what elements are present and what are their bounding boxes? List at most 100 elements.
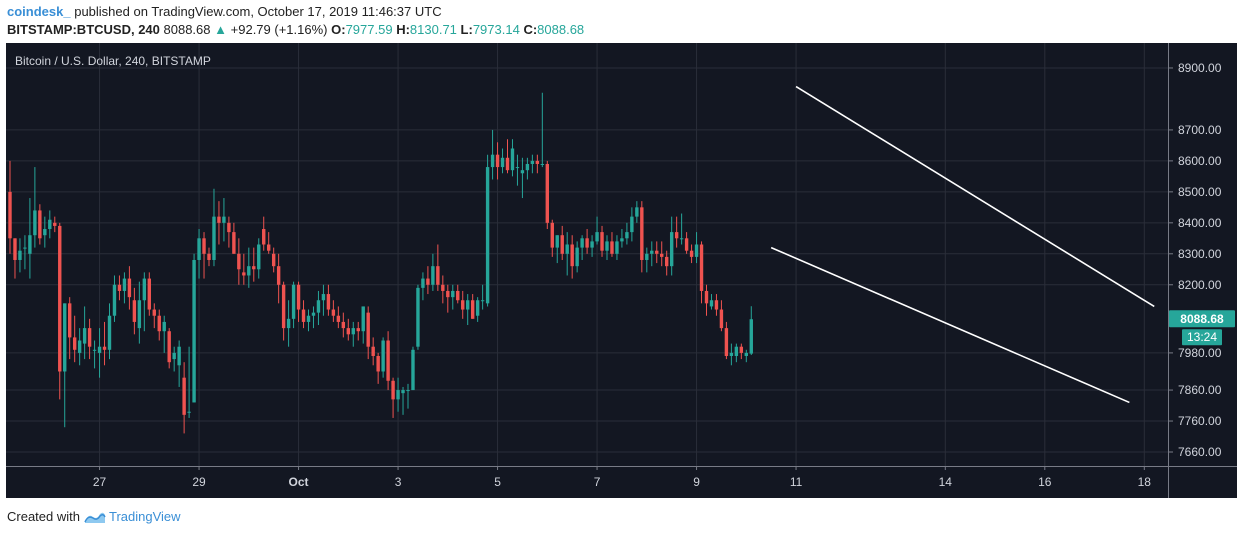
candle-body [28, 235, 32, 254]
candle-body [77, 340, 82, 353]
candle-body [525, 163, 530, 171]
candlestick-chart[interactable]: 7660.00 7760.00 7860.00 7980.00 8200.00 8300.… [6, 43, 1237, 498]
candle-body [650, 250, 654, 254]
candle-body [107, 315, 112, 350]
tradingview-link[interactable]: TradingView [108, 509, 181, 524]
candle-body [97, 346, 102, 353]
y-tick-label: 8700.00 [1178, 123, 1222, 137]
candle-body [147, 278, 151, 310]
candle-body [197, 238, 201, 260]
candle-body [346, 328, 350, 335]
time-tag-label: 13:24 [1187, 330, 1217, 344]
candle-body [13, 238, 17, 260]
candle-body [729, 352, 734, 356]
y-tick-label: 7860.00 [1178, 383, 1222, 397]
x-tick-label: 14 [939, 475, 953, 489]
candle-body [202, 238, 206, 254]
last-price: 8088.68 [163, 22, 211, 37]
change-value: +92.79 (+1.16%) [230, 22, 328, 37]
chart-background [6, 43, 1237, 498]
candle-body [296, 284, 301, 310]
chart-area[interactable]: 7660.00 7760.00 7860.00 7980.00 8200.00 8300.… [6, 43, 1237, 498]
candle-body [565, 244, 569, 254]
candle-body [580, 238, 584, 248]
published-text: published on TradingView.com, October 17… [74, 4, 442, 19]
candle-body [431, 266, 435, 285]
candle-body [446, 290, 450, 298]
candle-body [167, 331, 171, 363]
candle-body [466, 300, 470, 310]
candle-body [396, 390, 400, 400]
candle-body [694, 244, 699, 257]
x-tick-label: 9 [693, 475, 700, 489]
publisher-link[interactable]: coindesk_ [7, 4, 71, 19]
symbol-line: BITSTAMP:BTCUSD, 240 8088.68 ▲ +92.79 (+… [7, 22, 584, 37]
y-tick-label: 8600.00 [1178, 154, 1222, 168]
candle-body [530, 160, 535, 164]
open-value: 7977.59 [345, 22, 393, 37]
candle-body [82, 328, 87, 344]
candle-body [321, 294, 326, 301]
candle-body [18, 250, 22, 260]
candle-body [665, 256, 669, 267]
candle-body [480, 300, 485, 302]
candle-body [645, 253, 649, 260]
close-value: 8088.68 [537, 22, 585, 37]
candle-body [157, 315, 161, 332]
x-tick-label: 27 [93, 475, 107, 489]
candle-body [635, 207, 639, 217]
candle-body [560, 235, 564, 254]
candle-body [376, 355, 380, 372]
candle-body [366, 312, 370, 347]
candle-body [495, 154, 500, 168]
candle-body [684, 238, 689, 251]
x-tick-label: 7 [594, 475, 601, 489]
x-tick-label: 29 [192, 475, 206, 489]
candle-body [401, 390, 405, 394]
candle-body [23, 247, 27, 249]
candle-body [545, 163, 549, 223]
symbol: BITSTAMP:BTCUSD, 240 [7, 22, 160, 37]
candle-body [331, 309, 336, 316]
candle-body [699, 244, 704, 291]
candle-body [411, 349, 415, 391]
candle-body [540, 163, 545, 165]
tradingview-logo-icon [84, 512, 106, 523]
candle-body [475, 300, 480, 316]
candle-body [58, 225, 62, 372]
candle-body [605, 241, 609, 251]
candle-body [326, 294, 331, 310]
candle-body [535, 160, 540, 164]
candle-body [356, 328, 360, 332]
price-tag [1169, 310, 1235, 328]
candle-body [112, 284, 117, 316]
candle-body [630, 216, 634, 233]
candle-body [33, 210, 37, 236]
candle-body [152, 309, 156, 316]
candle-body [192, 259, 196, 403]
candle-body [610, 241, 614, 254]
candle-body [371, 346, 375, 356]
candle-body [744, 352, 748, 356]
candle-body [262, 229, 266, 245]
candle-body [669, 232, 674, 267]
candle-body [620, 238, 624, 242]
candle-body [361, 306, 365, 332]
candle-body [655, 250, 659, 254]
y-tick-label: 8300.00 [1178, 247, 1222, 261]
candle-body [237, 253, 241, 270]
candle-body [311, 312, 316, 316]
candle-body [222, 216, 226, 223]
candle-body [177, 346, 181, 366]
candle-body [43, 229, 47, 236]
candle-body [381, 340, 385, 372]
trendline [795, 85, 1155, 308]
candle-body [575, 247, 579, 267]
candle-body [441, 284, 445, 291]
candle-body [456, 290, 460, 301]
candle-body [227, 222, 231, 233]
candle-body [391, 380, 395, 400]
candle-body [142, 278, 147, 301]
candle-body [739, 346, 744, 353]
candle-body [714, 300, 719, 310]
